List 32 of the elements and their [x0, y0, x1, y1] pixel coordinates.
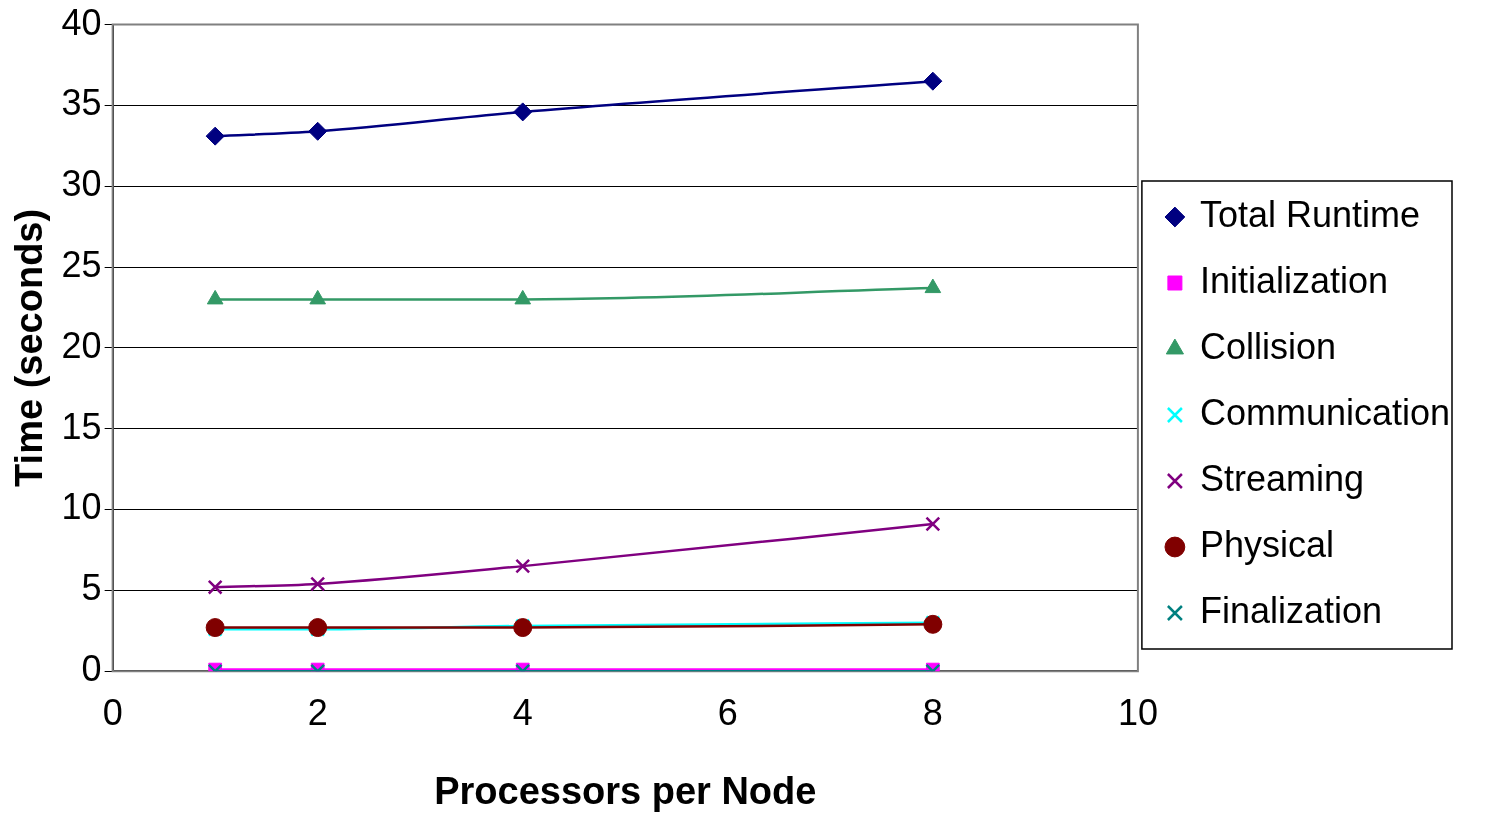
y-tick-label: 35 [61, 82, 102, 124]
point [310, 576, 326, 592]
y-tick-label: 0 [81, 648, 102, 690]
legend-label: Communication [1199, 391, 1451, 433]
legend-label: Physical [1199, 523, 1334, 565]
y-axis-title: Time (seconds) [8, 208, 51, 487]
point [515, 558, 531, 574]
y-tick-label: 15 [61, 405, 102, 447]
y-tick-label: 40 [61, 1, 102, 43]
legend-label: Collision [1199, 325, 1336, 367]
x-tick-label: 10 [1117, 691, 1158, 733]
y-tick-label: 5 [81, 567, 102, 609]
x-tick-label: 2 [307, 691, 328, 733]
point [205, 126, 225, 146]
x-tick-label: 6 [717, 691, 738, 733]
legend-label: Initialization [1199, 259, 1389, 301]
y-tick-label: 25 [61, 244, 102, 285]
legend-label: Total Runtime [1199, 193, 1421, 235]
x-axis-title: Processors per Node [434, 769, 817, 812]
x-tick-label: 8 [922, 691, 943, 733]
y-tick-label: 10 [61, 486, 102, 528]
point [923, 71, 943, 91]
y-tick-label: 30 [61, 163, 102, 205]
y-tick-label: 20 [61, 324, 102, 366]
point [207, 579, 223, 595]
x-tick-label: 4 [512, 691, 533, 733]
legend-label: Streaming [1199, 457, 1364, 499]
point [925, 516, 941, 532]
legend-label: Finalization [1199, 589, 1382, 631]
point [924, 278, 942, 294]
point [513, 102, 533, 122]
point [308, 121, 328, 141]
